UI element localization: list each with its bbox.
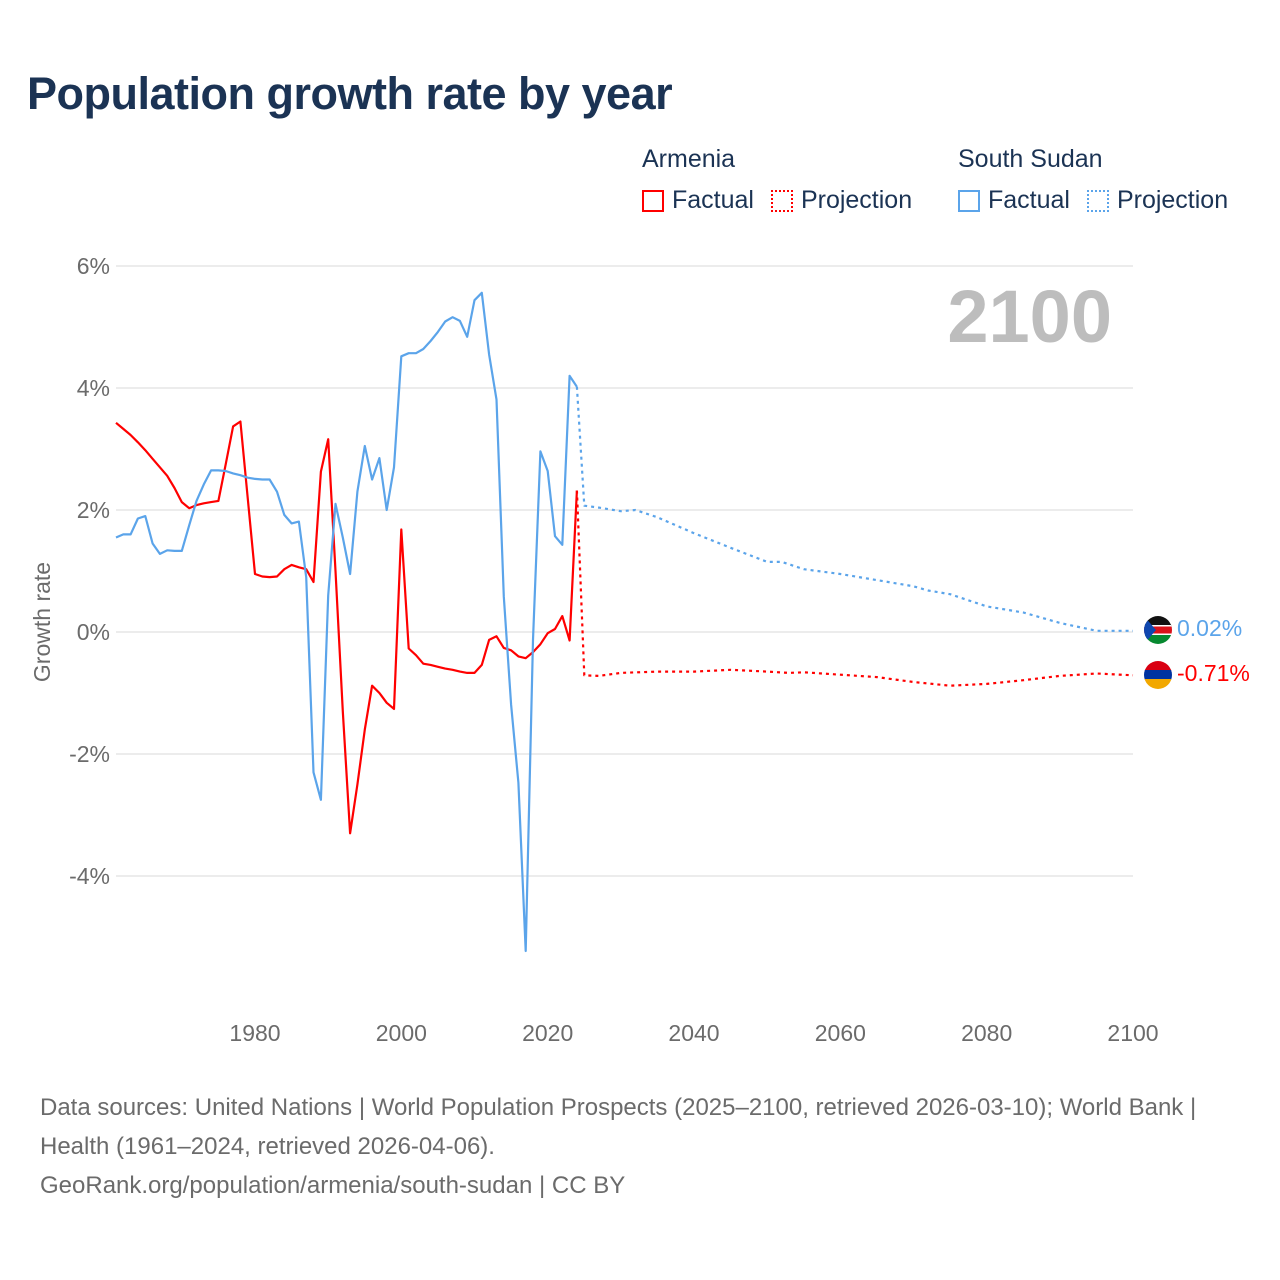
- y-tick-label: -2%: [69, 741, 110, 767]
- x-tick-label: 2040: [668, 1020, 719, 1046]
- armenia-flag-icon: [1144, 661, 1172, 689]
- end-label-armenia: -0.71%: [1177, 660, 1250, 686]
- legend-group-name: South Sudan: [958, 145, 1103, 173]
- legend-label: Projection: [800, 186, 913, 214]
- end-label-south-sudan: 0.02%: [1177, 615, 1242, 641]
- south-sudan-flag-icon: [1144, 616, 1172, 644]
- x-tick-label: 1980: [229, 1020, 280, 1046]
- x-tick-label: 2080: [961, 1020, 1012, 1046]
- legend-armenia-projection[interactable]: Projection: [770, 186, 913, 215]
- footer: Data sources: United Nations | World Pop…: [40, 1088, 1240, 1205]
- legend-label: Factual: [672, 186, 754, 214]
- series-line-south-sudan-projection: [575, 386, 1133, 632]
- x-tick-label: 2020: [522, 1020, 573, 1046]
- legend-swatch: [642, 189, 664, 212]
- series-line-south-sudan-factual: [115, 291, 578, 953]
- legend-south-sudan-projection[interactable]: Projection: [1086, 186, 1229, 215]
- legend-swatch: [1086, 189, 1109, 212]
- y-tick-label: 2%: [77, 497, 110, 523]
- credit-link[interactable]: GeoRank.org/population/armenia/south-sud…: [40, 1172, 626, 1199]
- y-tick-label: 4%: [77, 375, 110, 401]
- legend-label: Projection: [1116, 186, 1229, 214]
- legend-swatch: [958, 189, 980, 212]
- data-sources: Data sources: United Nations | World Pop…: [40, 1094, 1197, 1160]
- x-tick-label: 2060: [815, 1020, 866, 1046]
- legend-armenia-factual[interactable]: Factual: [642, 186, 754, 215]
- chart-title: Population growth rate by year: [27, 68, 673, 119]
- series-line-armenia-projection: [575, 490, 1134, 687]
- y-axis-label: Growth rate: [29, 562, 55, 682]
- x-tick-label: 2100: [1107, 1020, 1158, 1046]
- legend-label: Factual: [988, 186, 1070, 214]
- legend-south-sudan-factual[interactable]: Factual: [958, 186, 1070, 215]
- legend-swatch: [770, 189, 793, 212]
- y-tick-label: -4%: [69, 863, 110, 889]
- year-watermark: 2100: [947, 275, 1112, 358]
- series-line-armenia-factual: [115, 420, 578, 835]
- legend-group-name: Armenia: [642, 145, 736, 173]
- x-tick-label: 2000: [376, 1020, 427, 1046]
- legend-armenia: Armenia Factual Projection: [642, 145, 922, 219]
- y-tick-label: 0%: [77, 619, 110, 645]
- y-tick-label: 6%: [77, 253, 110, 279]
- legend-south-sudan: South Sudan Factual Projection: [958, 145, 1228, 219]
